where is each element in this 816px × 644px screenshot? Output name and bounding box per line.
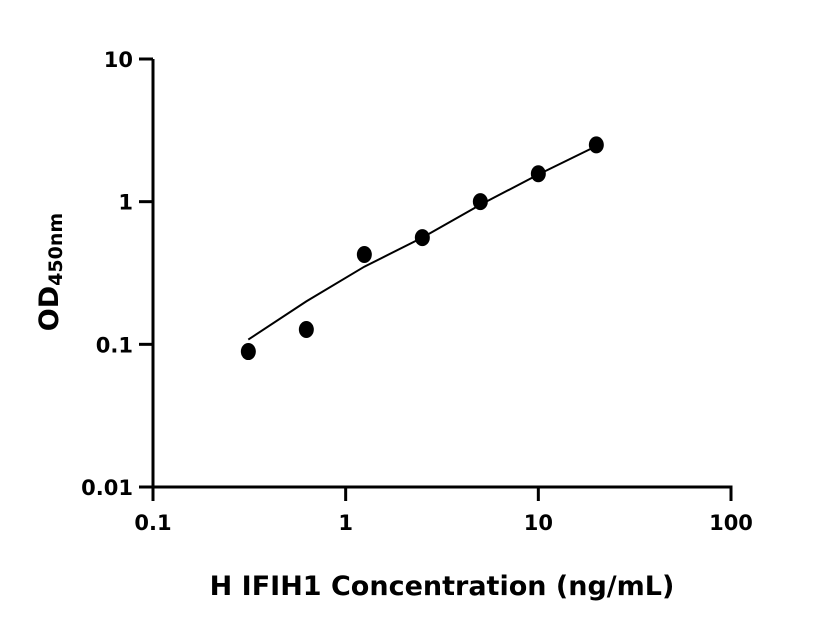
x-tick-label: 1 — [338, 511, 353, 535]
data-point — [472, 193, 488, 211]
y-tick-label: 0.1 — [96, 333, 133, 357]
y-axis-label-sub: 450nm — [45, 213, 67, 286]
data-point — [530, 165, 546, 183]
data-point — [240, 343, 256, 361]
data-point — [298, 321, 314, 339]
y-tick-label: 10 — [104, 48, 133, 72]
y-tick-label: 1 — [118, 191, 133, 215]
data-point — [356, 246, 372, 264]
x-tick-label: 10 — [524, 511, 553, 535]
y-tick-label: 0.01 — [81, 476, 133, 500]
y-axis-label: OD450nm — [34, 213, 67, 331]
data-point — [414, 229, 430, 247]
x-tick-label: 0.1 — [134, 511, 171, 535]
x-tick-label: 100 — [709, 511, 753, 535]
data-points — [240, 136, 604, 361]
y-axis-label-main: OD — [34, 286, 65, 331]
data-point — [588, 136, 604, 154]
x-axis-label: H IFIH1 Concentration (ng/mL) — [210, 571, 675, 602]
